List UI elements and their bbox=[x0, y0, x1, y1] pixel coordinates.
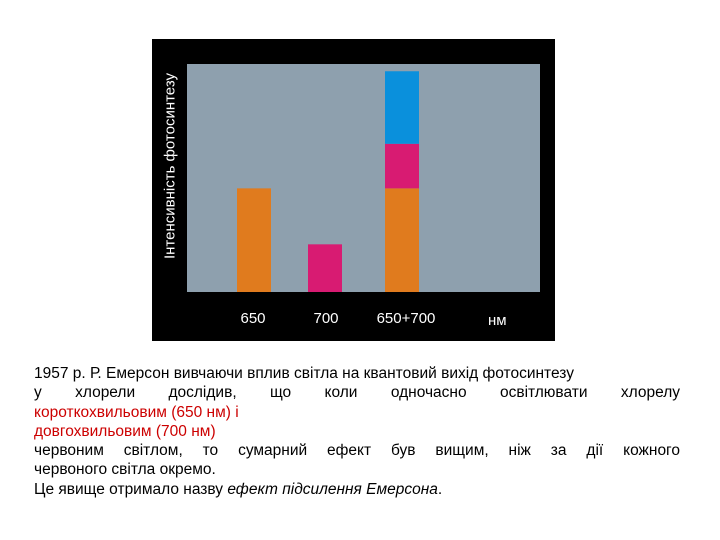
description-line-5: червоним світлом, то сумарний ефект був … bbox=[34, 442, 680, 460]
description-line-3: короткохвильовим (650 нм) і bbox=[34, 403, 239, 421]
description-line-2: у хлорели дослідив, що коли одночасно ос… bbox=[34, 384, 680, 402]
bar-segment-2-2 bbox=[308, 244, 342, 292]
x-tick-label-700: 700 bbox=[313, 310, 339, 327]
y-axis-label: Інтенсивність фотосинтезу bbox=[161, 72, 179, 260]
emerson-effect-term: ефект підсилення Емерсона bbox=[227, 480, 438, 498]
bar-segment-1-1 bbox=[237, 188, 271, 292]
description-line-4: довгохвильовим (700 нм) bbox=[34, 422, 216, 440]
bar-segment-3-3 bbox=[385, 71, 419, 144]
description-line-7: Це явище отримало назву ефект підсилення… bbox=[34, 480, 680, 499]
bar-segment-3-2 bbox=[385, 143, 419, 189]
description-line-7-suffix: . bbox=[437, 480, 443, 498]
bar-segment-3-1 bbox=[385, 188, 419, 292]
description-line-7-prefix: Це явище отримало назву bbox=[34, 480, 228, 498]
x-tick-label-650: 650 bbox=[240, 310, 266, 327]
description-text: 1957 р. Р. Емерсон вивчаючи вплив світла… bbox=[34, 364, 680, 499]
description-line-1: 1957 р. Р. Емерсон вивчаючи вплив світла… bbox=[34, 365, 574, 382]
description-line-6: червоного світла окремо. bbox=[34, 461, 216, 479]
x-axis-unit-label: нм bbox=[488, 312, 507, 329]
x-tick-label-650-700: 650+700 bbox=[376, 310, 436, 327]
